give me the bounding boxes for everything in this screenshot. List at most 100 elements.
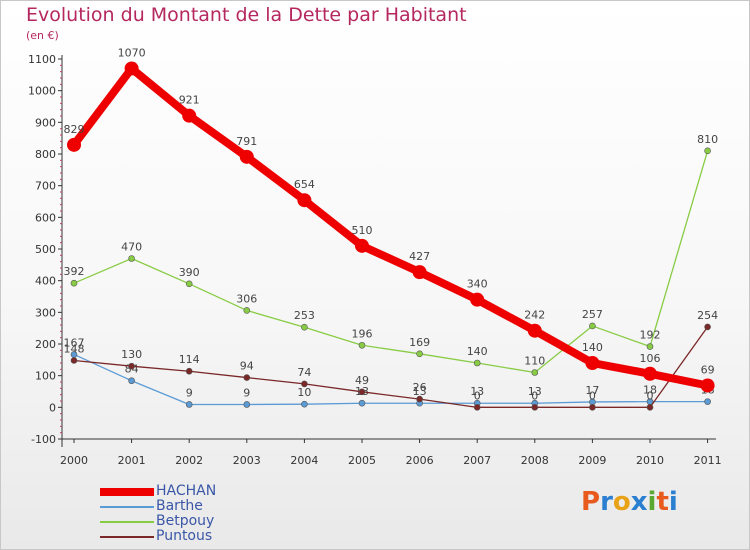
logo-letter: i (647, 487, 657, 517)
data-point (128, 377, 135, 385)
legend-swatch (100, 535, 154, 538)
data-point (646, 404, 654, 411)
logo-letter: i (668, 487, 678, 517)
unit-label: (en €) (26, 29, 59, 42)
data-point (412, 265, 427, 280)
data-label: 0 (531, 389, 538, 402)
data-label: 10 (297, 386, 311, 399)
data-label: 94 (240, 360, 254, 373)
x-tick-label: 2001 (118, 454, 146, 467)
y-tick-label: 400 (35, 275, 56, 288)
data-point (704, 147, 711, 155)
data-point (416, 395, 423, 403)
data-label: 148 (64, 342, 85, 355)
data-point (358, 341, 366, 349)
data-label: 9 (186, 386, 193, 399)
data-point (704, 398, 711, 405)
legend-item: Betpouy (100, 514, 216, 529)
y-tick-label: 600 (35, 211, 56, 224)
logo-letter: P (581, 487, 601, 517)
data-label: 140 (467, 345, 488, 358)
data-label: 74 (297, 366, 311, 379)
data-point (243, 374, 251, 381)
x-tick-label: 2007 (463, 454, 491, 467)
y-tick-label: 0 (49, 401, 56, 414)
data-point (473, 404, 481, 411)
data-label: 169 (409, 336, 430, 349)
y-tick-label: -100 (31, 433, 56, 446)
data-label: 791 (236, 135, 257, 148)
legend-item: Barthe (100, 499, 216, 514)
data-label: 306 (236, 292, 257, 305)
data-label: 242 (524, 309, 545, 322)
data-label: 340 (467, 278, 488, 291)
data-label: 1070 (118, 47, 146, 60)
legend-swatch (100, 505, 154, 508)
legend-swatch (100, 487, 154, 496)
data-point (243, 401, 251, 408)
data-label: 110 (524, 355, 545, 368)
series-line-barthe (73, 353, 709, 406)
logo-letter: t (656, 487, 669, 517)
legend: HACHAN Barthe Betpouy Puntous (100, 484, 216, 544)
data-point (301, 323, 308, 331)
y-tick-label: 800 (35, 148, 56, 161)
data-label: 192 (640, 329, 661, 342)
y-tick-label: 300 (35, 306, 56, 319)
data-label: 114 (179, 353, 200, 366)
data-point (589, 322, 596, 330)
series-line-hachan (70, 64, 712, 390)
data-point (128, 255, 135, 262)
logo-letter: o (612, 487, 631, 517)
data-point (531, 369, 539, 376)
data-point (239, 149, 254, 164)
legend-label: Puntous (156, 528, 213, 544)
data-point (646, 343, 654, 350)
x-tick-label: 2011 (694, 454, 722, 467)
data-label: 26 (413, 381, 427, 394)
data-point (527, 323, 542, 338)
data-point (470, 292, 485, 307)
x-tick-label: 2005 (348, 454, 376, 467)
x-tick-label: 2000 (60, 454, 88, 467)
data-point (185, 401, 193, 408)
legend-label: Barthe (156, 498, 203, 514)
y-tick-label: 1000 (28, 85, 56, 98)
data-label: 130 (121, 348, 142, 361)
data-label: 9 (243, 386, 250, 399)
y-tick-label: 1100 (28, 53, 56, 66)
data-label: 13 (413, 385, 427, 398)
legend-item: Puntous (100, 529, 216, 544)
chart-title: Evolution du Montant de la Dette par Hab… (26, 4, 467, 26)
data-point (243, 307, 251, 314)
data-point (531, 404, 539, 411)
data-label: 510 (352, 224, 373, 237)
legend-item: HACHAN (100, 484, 216, 499)
data-point (124, 61, 139, 76)
data-label: 0 (589, 389, 596, 402)
data-point (67, 137, 81, 152)
data-label: 69 (701, 363, 715, 376)
data-point (301, 400, 308, 408)
logo-letter: r (600, 487, 613, 517)
data-point (358, 388, 366, 396)
x-tick-label: 2004 (290, 454, 318, 467)
x-tick-label: 2002 (175, 454, 203, 467)
data-label: 49 (355, 374, 369, 387)
legend-label: Betpouy (156, 513, 215, 529)
data-label: 921 (179, 94, 200, 107)
data-label: 392 (64, 265, 85, 278)
data-point (473, 359, 481, 367)
data-label: 829 (64, 123, 85, 136)
data-label: 196 (352, 327, 373, 340)
data-label: 13 (528, 385, 542, 398)
data-point (355, 238, 369, 253)
data-label: 253 (294, 309, 315, 322)
x-tick-label: 2010 (636, 454, 664, 467)
data-label: 427 (409, 250, 430, 263)
data-label: 810 (697, 133, 718, 146)
data-point (182, 108, 197, 123)
data-point (297, 193, 312, 208)
